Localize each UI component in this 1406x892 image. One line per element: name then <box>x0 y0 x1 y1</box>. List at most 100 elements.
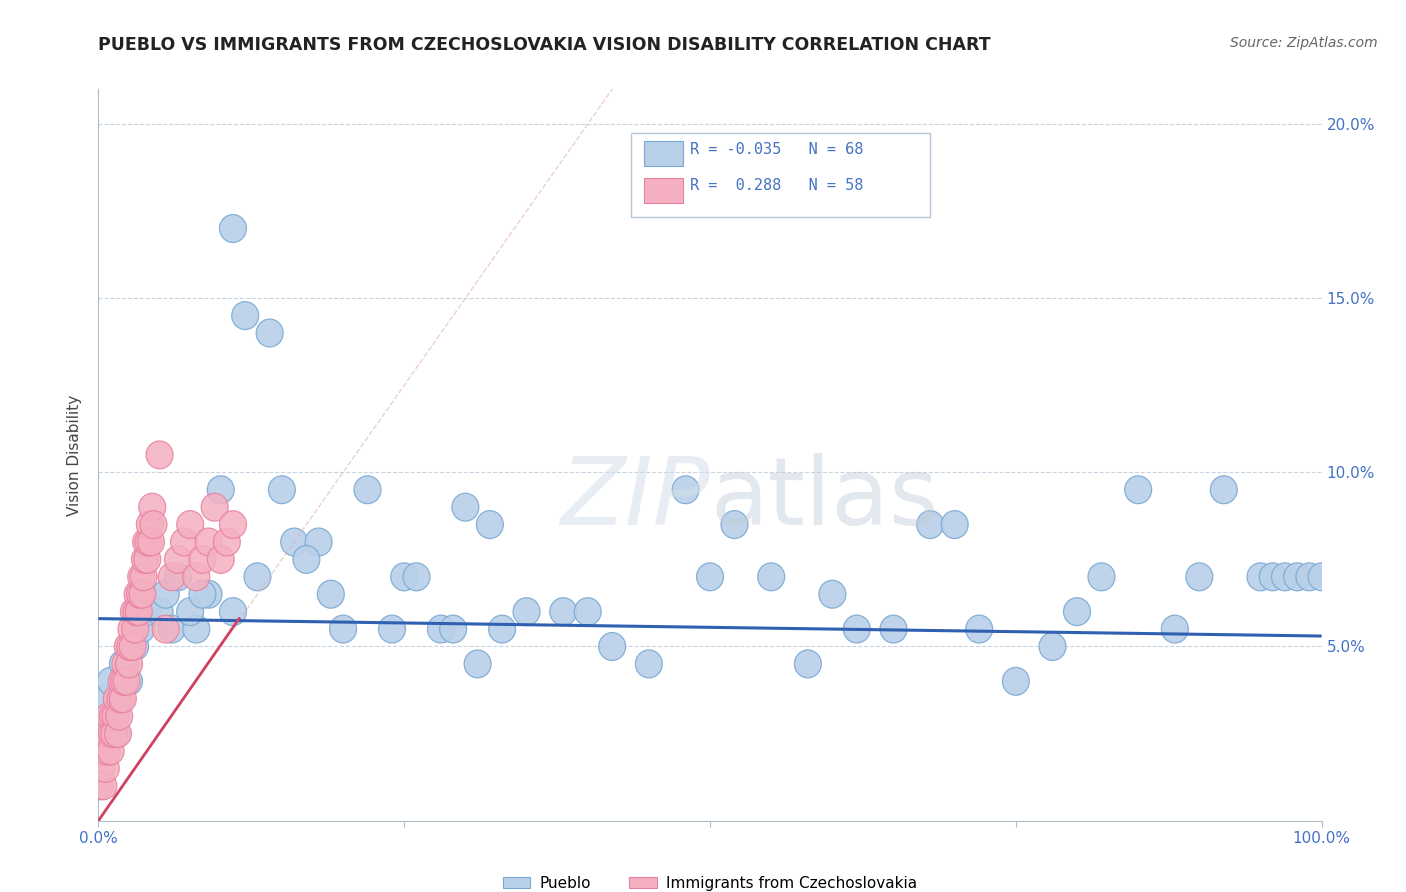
Ellipse shape <box>1039 632 1066 660</box>
Ellipse shape <box>108 667 135 695</box>
Ellipse shape <box>103 720 131 747</box>
Ellipse shape <box>89 737 115 765</box>
Ellipse shape <box>128 563 155 591</box>
Ellipse shape <box>115 667 142 695</box>
Ellipse shape <box>550 598 576 625</box>
Ellipse shape <box>94 720 122 747</box>
Ellipse shape <box>124 581 150 608</box>
Ellipse shape <box>599 632 626 660</box>
Ellipse shape <box>281 528 308 556</box>
Ellipse shape <box>219 215 246 243</box>
Ellipse shape <box>214 528 240 556</box>
Ellipse shape <box>378 615 405 643</box>
Ellipse shape <box>880 615 907 643</box>
Ellipse shape <box>141 510 167 539</box>
Ellipse shape <box>305 528 332 556</box>
Ellipse shape <box>269 475 295 504</box>
Ellipse shape <box>427 615 454 643</box>
Ellipse shape <box>219 598 246 625</box>
Ellipse shape <box>134 598 160 625</box>
Ellipse shape <box>122 615 149 643</box>
Ellipse shape <box>165 546 191 574</box>
Ellipse shape <box>721 510 748 539</box>
Ellipse shape <box>87 755 114 782</box>
Ellipse shape <box>111 667 138 695</box>
Ellipse shape <box>177 510 204 539</box>
Ellipse shape <box>318 581 344 608</box>
Ellipse shape <box>110 685 136 713</box>
Ellipse shape <box>844 615 870 643</box>
Ellipse shape <box>122 598 150 625</box>
Ellipse shape <box>513 598 540 625</box>
Ellipse shape <box>136 510 163 539</box>
Ellipse shape <box>818 581 846 608</box>
Y-axis label: Vision Disability: Vision Disability <box>67 394 83 516</box>
Ellipse shape <box>91 720 118 747</box>
Ellipse shape <box>93 755 120 782</box>
Ellipse shape <box>103 702 129 730</box>
Ellipse shape <box>129 581 156 608</box>
Ellipse shape <box>97 667 124 695</box>
Ellipse shape <box>177 598 204 625</box>
Ellipse shape <box>96 702 122 730</box>
FancyBboxPatch shape <box>644 141 683 166</box>
Ellipse shape <box>128 615 155 643</box>
Ellipse shape <box>152 581 179 608</box>
Ellipse shape <box>1284 563 1310 591</box>
Ellipse shape <box>1185 563 1213 591</box>
Text: atlas: atlas <box>710 453 938 545</box>
Text: Source: ZipAtlas.com: Source: ZipAtlas.com <box>1230 36 1378 50</box>
Ellipse shape <box>188 581 217 608</box>
Ellipse shape <box>121 598 148 625</box>
Ellipse shape <box>1271 563 1298 591</box>
Ellipse shape <box>219 510 246 539</box>
Ellipse shape <box>183 563 209 591</box>
Ellipse shape <box>103 685 131 713</box>
Ellipse shape <box>391 563 418 591</box>
Ellipse shape <box>112 650 139 678</box>
Ellipse shape <box>440 615 467 643</box>
Ellipse shape <box>139 493 166 521</box>
Ellipse shape <box>94 737 121 765</box>
Ellipse shape <box>574 598 602 625</box>
Ellipse shape <box>188 546 217 574</box>
Ellipse shape <box>489 615 516 643</box>
Ellipse shape <box>98 720 125 747</box>
Ellipse shape <box>696 563 724 591</box>
Ellipse shape <box>207 546 235 574</box>
Ellipse shape <box>672 475 699 504</box>
Ellipse shape <box>758 563 785 591</box>
Ellipse shape <box>1247 563 1274 591</box>
Ellipse shape <box>1088 563 1115 591</box>
Ellipse shape <box>90 772 117 800</box>
Ellipse shape <box>165 563 191 591</box>
Ellipse shape <box>86 772 112 800</box>
FancyBboxPatch shape <box>630 133 931 218</box>
Text: R = -0.035   N = 68: R = -0.035 N = 68 <box>690 142 863 157</box>
Ellipse shape <box>120 632 146 660</box>
Text: PUEBLO VS IMMIGRANTS FROM CZECHOSLOVAKIA VISION DISABILITY CORRELATION CHART: PUEBLO VS IMMIGRANTS FROM CZECHOSLOVAKIA… <box>98 36 991 54</box>
Ellipse shape <box>1296 563 1323 591</box>
Ellipse shape <box>104 720 131 747</box>
Ellipse shape <box>170 528 197 556</box>
Ellipse shape <box>917 510 943 539</box>
Ellipse shape <box>138 528 165 556</box>
Ellipse shape <box>636 650 662 678</box>
Ellipse shape <box>207 475 235 504</box>
Ellipse shape <box>451 493 479 521</box>
Text: ZIP: ZIP <box>561 453 710 544</box>
Ellipse shape <box>101 720 128 747</box>
Ellipse shape <box>125 598 152 625</box>
Ellipse shape <box>131 563 157 591</box>
Ellipse shape <box>115 650 142 678</box>
Ellipse shape <box>256 319 283 347</box>
Ellipse shape <box>114 632 141 660</box>
Ellipse shape <box>146 441 173 469</box>
Ellipse shape <box>97 737 124 765</box>
Ellipse shape <box>966 615 993 643</box>
Ellipse shape <box>110 650 136 678</box>
Ellipse shape <box>107 685 134 713</box>
Ellipse shape <box>122 632 149 660</box>
Ellipse shape <box>131 546 159 574</box>
Ellipse shape <box>354 475 381 504</box>
